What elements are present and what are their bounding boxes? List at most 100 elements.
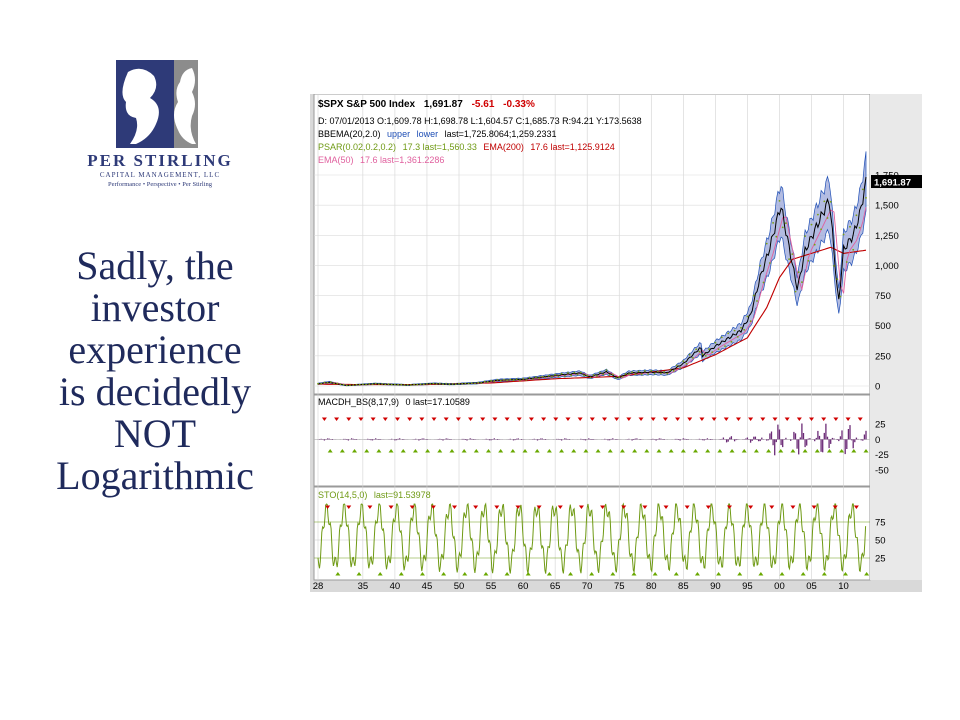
grid-lines	[314, 95, 870, 580]
sto-buy-arrow	[568, 572, 574, 576]
psar-dot	[679, 367, 681, 369]
macd-sell-arrow	[394, 417, 400, 421]
psar-dot	[470, 382, 473, 384]
macd-buy-arrow	[364, 449, 370, 453]
x-tick-label: 05	[806, 581, 817, 592]
psar-dot	[634, 373, 637, 376]
macd-buy-arrow	[339, 449, 345, 453]
svg-text:STO(14,5,0) last=91.5397: STO(14,5,0) last=91.53978	[318, 490, 431, 500]
psar-dot	[759, 264, 762, 267]
macd-sell-arrow	[346, 417, 352, 421]
macd-buy-arrow	[802, 449, 808, 453]
sto-buy-arrow	[377, 572, 383, 576]
sto-sell-arrow	[642, 505, 648, 509]
psar-dot	[461, 383, 464, 385]
macd-sell-arrow	[565, 417, 571, 421]
macd-sell-arrow	[650, 417, 656, 421]
macd-sell-arrow	[772, 417, 778, 421]
psar-dot	[599, 371, 601, 374]
psar-dot	[788, 258, 790, 260]
macd-tick-label: 25	[875, 420, 886, 431]
sto-sell-arrow	[430, 505, 436, 509]
x-tick-label: 55	[486, 581, 497, 592]
psar-dot	[323, 381, 326, 384]
x-tick-label: 45	[422, 581, 433, 592]
psar-dot	[397, 383, 399, 386]
psar-dot	[801, 281, 803, 283]
macd-buy-arrow	[485, 449, 491, 453]
macd-buy-arrow	[376, 449, 382, 453]
tagline-line: NOT	[113, 411, 197, 456]
psar-dot	[820, 228, 822, 231]
psar-dot	[746, 315, 749, 318]
psar-dot	[704, 355, 707, 357]
x-tick-label: 85	[678, 581, 689, 592]
psar-dot	[483, 380, 486, 383]
psar-dot	[701, 353, 704, 356]
macd-buy-arrow	[327, 449, 333, 453]
sto-buy-arrow	[652, 572, 658, 576]
right-axis-strip	[870, 94, 922, 580]
sto-sell-arrow	[663, 505, 669, 509]
psar-dot	[339, 383, 342, 386]
macd-buy-arrow	[778, 449, 784, 453]
psar-dot	[807, 259, 810, 262]
psar-dot	[839, 295, 842, 298]
psar-dot	[794, 290, 797, 293]
macd-sell-arrow	[601, 417, 607, 421]
tagline-line: Logarithmic	[56, 453, 254, 498]
macd-buy-arrow	[498, 449, 504, 453]
psar-dot	[464, 382, 467, 385]
sto-sell-arrow	[769, 505, 775, 509]
macd-buy-arrow	[656, 449, 662, 453]
psar-last: 17.3 last=1,560.33	[403, 142, 477, 152]
macd-buy-arrow	[534, 449, 540, 453]
macd-sell-arrow	[699, 417, 705, 421]
macd-sell-arrow	[589, 417, 595, 421]
sto-buy-arrow	[525, 572, 531, 576]
macd-sell-arrow	[784, 417, 790, 421]
price-tick-label: 1,500	[875, 201, 899, 212]
psar-dot	[685, 362, 688, 365]
psar-dot	[823, 200, 826, 203]
macd-buy-arrow	[559, 449, 565, 453]
psar-dot	[362, 383, 364, 386]
macd-buy-arrow	[425, 449, 431, 453]
psar-dot	[422, 383, 425, 386]
macd-buy-arrow	[826, 449, 832, 453]
psar-dot	[458, 382, 460, 385]
psar-dot	[442, 383, 444, 386]
macd-sell-arrow	[528, 417, 534, 421]
x-tick-label: 65	[550, 581, 561, 592]
macd-buy-arrow	[753, 449, 759, 453]
psar-dot	[551, 375, 553, 378]
psar-dot	[829, 200, 832, 203]
sto-buy-arrow	[335, 572, 341, 576]
macd-buy-arrow	[546, 449, 552, 453]
macd-header: MACDH_BS(8,17,9) 0 last=17.10589	[318, 397, 470, 407]
psar-dot	[743, 328, 746, 331]
psar-dot	[752, 294, 755, 297]
psar-dot	[538, 377, 540, 380]
psar-dot	[631, 371, 633, 373]
psar-dot	[410, 384, 412, 386]
psar-dot	[605, 369, 608, 372]
macd-sell-arrow	[796, 417, 802, 421]
psar-dot	[480, 382, 483, 384]
psar-dot	[544, 376, 547, 379]
psar-dot	[736, 336, 739, 338]
svg-text:BBEMA(20,2.0) upper: BBEMA(20,2.0) upper lower last=1,725.806…	[318, 129, 556, 139]
psar-dot	[467, 382, 470, 385]
macd-sell-arrow	[431, 417, 437, 421]
sto-buy-arrow	[483, 572, 489, 576]
sto-sell-arrow	[557, 505, 563, 509]
macd-buy-arrow	[729, 449, 735, 453]
macd-sell-arrow	[675, 417, 681, 421]
psar-dot	[451, 383, 454, 385]
sto-sell-arrow	[705, 505, 711, 509]
psar-dot	[522, 377, 524, 380]
sto-label: STO(14,5,0)	[318, 490, 367, 500]
psar-dot	[804, 235, 806, 238]
macd-buy-arrow	[668, 449, 674, 453]
sto-buy-arrow	[631, 572, 637, 576]
